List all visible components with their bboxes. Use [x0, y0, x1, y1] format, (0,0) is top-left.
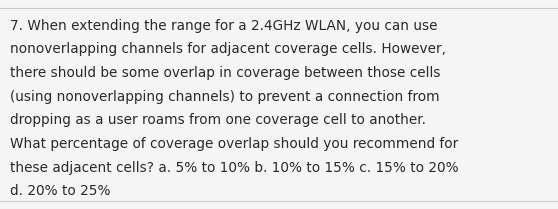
Text: (using nonoverlapping channels) to prevent a connection from: (using nonoverlapping channels) to preve… — [10, 90, 440, 104]
Text: dropping as a user roams from one coverage cell to another.: dropping as a user roams from one covera… — [10, 113, 426, 127]
Text: there should be some overlap in coverage between those cells: there should be some overlap in coverage… — [10, 66, 441, 80]
Text: d. 20% to 25%: d. 20% to 25% — [10, 184, 110, 198]
Text: 7. When extending the range for a 2.4GHz WLAN, you can use: 7. When extending the range for a 2.4GHz… — [10, 19, 437, 33]
Text: these adjacent cells? a. 5% to 10% b. 10% to 15% c. 15% to 20%: these adjacent cells? a. 5% to 10% b. 10… — [10, 161, 459, 175]
Text: What percentage of coverage overlap should you recommend for: What percentage of coverage overlap shou… — [10, 137, 458, 151]
Text: nonoverlapping channels for adjacent coverage cells. However,: nonoverlapping channels for adjacent cov… — [10, 42, 446, 56]
